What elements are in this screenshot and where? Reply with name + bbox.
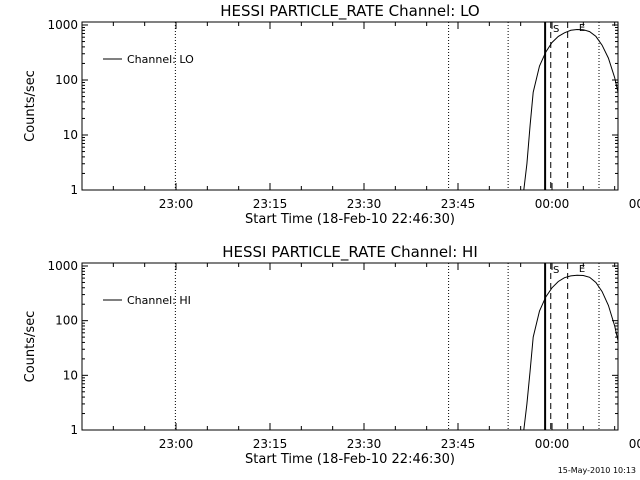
chart-title: HESSI PARTICLE_RATE Channel: HI: [222, 243, 478, 262]
y-axis-label: Counts/sec: [23, 70, 38, 142]
x-tick-label: 00:00: [535, 437, 570, 451]
x-tick-label: 23:30: [347, 197, 382, 211]
y-tick-label: 100: [55, 314, 78, 328]
chart-panel-hi: HESSI PARTICLE_RATE Channel: HI 1 10 100 100…: [23, 243, 640, 467]
x-tick-label: 23:00: [159, 197, 194, 211]
x-tick-label: 23:15: [253, 437, 288, 451]
x-tick-label: 23:45: [441, 197, 476, 211]
y-axis-label: Counts/sec: [23, 311, 38, 383]
legend-label: Channel: LO: [127, 53, 194, 66]
start-marker: S: [553, 265, 559, 276]
y-tick-label: 1: [70, 423, 78, 437]
y-tick-label: 1000: [47, 259, 78, 273]
x-tick-label: 23:15: [253, 197, 288, 211]
x-axis-label: Start Time (18-Feb-10 22:46:30): [245, 452, 455, 467]
end-marker: E: [579, 264, 585, 275]
x-tick-label: 23:00: [159, 437, 194, 451]
start-marker: S: [553, 24, 559, 35]
series-line: [523, 274, 618, 430]
chart-panel-lo: HESSI PARTICLE_RATE Channel: LO 1 10 100 100…: [23, 2, 640, 227]
y-tick-label: 10: [63, 128, 78, 142]
y-tick-label: 1000: [47, 18, 78, 32]
plot-frame: [81, 21, 619, 191]
y-tick-label: 100: [55, 73, 78, 87]
x-tick-label: 00:15: [629, 437, 640, 451]
y-tick-label: 1: [70, 183, 78, 197]
end-marker: E: [579, 23, 585, 34]
x-tick-label: 00:15: [629, 197, 640, 211]
plot-frame: [81, 262, 619, 431]
x-tick-label: 23:30: [347, 437, 382, 451]
x-tick-label: 23:45: [441, 437, 476, 451]
y-tick-label: 10: [63, 368, 78, 382]
x-tick-label: 00:00: [535, 197, 570, 211]
x-axis-label: Start Time (18-Feb-10 22:46:30): [245, 212, 455, 227]
series-line: [523, 28, 618, 190]
chart-title: HESSI PARTICLE_RATE Channel: LO: [220, 2, 479, 21]
legend-label: Channel: HI: [127, 294, 191, 307]
footer-timestamp: 15-May-2010 10:13: [557, 466, 636, 475]
